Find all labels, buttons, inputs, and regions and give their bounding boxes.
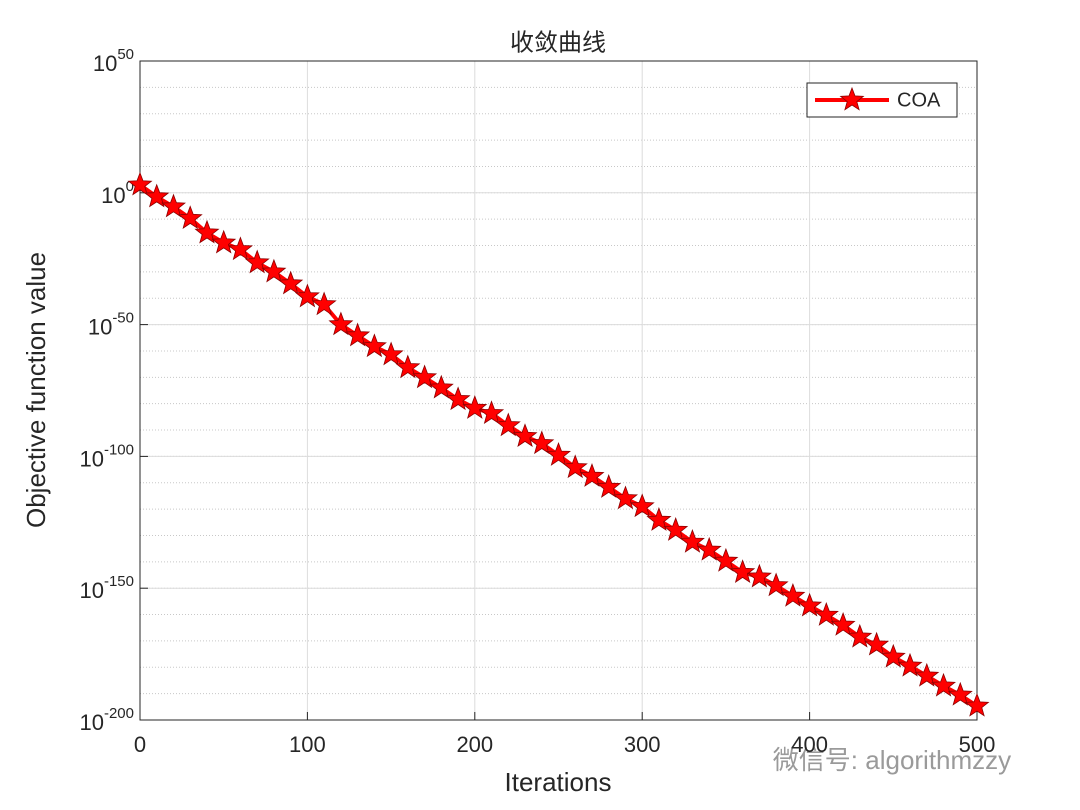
chart-title: 收敛曲线 (510, 29, 606, 56)
star-marker (495, 412, 521, 437)
x-tick-label: 400 (791, 732, 828, 757)
star-marker (144, 183, 170, 208)
star-marker (663, 517, 689, 541)
star-marker (177, 205, 203, 230)
star-marker (746, 563, 772, 588)
star-marker (512, 423, 538, 448)
watermark: 微信号: algorithmzzy (773, 745, 1011, 775)
plot-frame (139, 60, 978, 721)
y-tick-exponent: -200 (104, 705, 134, 722)
star-marker (679, 528, 705, 553)
y-tick-label: 10-200 (79, 705, 134, 735)
y-tick-label: 10-150 (79, 573, 134, 603)
star-marker (696, 536, 722, 561)
star-marker (713, 547, 739, 572)
y-tick-base: 10 (79, 446, 103, 471)
star-marker (261, 258, 287, 283)
star-marker (646, 507, 672, 531)
star-marker (730, 559, 756, 584)
star-marker (412, 364, 438, 389)
y-tick-base: 10 (79, 710, 103, 735)
y-tick-base: 10 (88, 314, 112, 339)
star-marker (345, 322, 371, 347)
star-marker (562, 454, 588, 479)
y-tick-exponent: 0 (126, 178, 134, 195)
star-marker (479, 400, 505, 425)
star-marker (964, 692, 990, 717)
y-tick-base: 10 (93, 51, 117, 76)
x-tick-label: 0 (134, 732, 146, 757)
star-marker (931, 672, 956, 697)
y-tick-label: 1050 (93, 46, 134, 76)
star-marker (797, 592, 823, 617)
star-marker (278, 270, 304, 295)
star-marker (596, 474, 622, 498)
star-marker (378, 341, 404, 366)
star-marker (529, 430, 555, 455)
y-tick-label: 10-100 (79, 441, 134, 471)
star-marker (462, 395, 488, 419)
star-marker (361, 333, 387, 358)
y-tick-exponent: -150 (104, 573, 134, 590)
star-marker (546, 441, 571, 466)
star-marker (244, 249, 270, 274)
star-marker (847, 623, 873, 648)
y-tick-label: 100 (101, 178, 134, 208)
y-axis-label: Objective function value (21, 252, 51, 528)
star-marker (127, 171, 153, 196)
star-marker (947, 681, 973, 706)
star-marker (780, 582, 806, 607)
star-marker (428, 374, 454, 399)
star-marker (629, 493, 655, 518)
star-marker (211, 229, 237, 254)
star-marker (813, 601, 839, 626)
star-marker (227, 236, 254, 261)
y-tick-base: 10 (101, 183, 125, 208)
star-marker (395, 354, 421, 379)
y-tick-exponent: -50 (112, 310, 134, 327)
star-marker (194, 219, 220, 244)
star-marker (897, 652, 923, 677)
star-marker (161, 193, 186, 218)
y-tick-base: 10 (79, 578, 103, 603)
x-tick-label: 200 (456, 732, 493, 757)
star-marker (328, 311, 354, 336)
star-marker (763, 572, 789, 597)
y-tick-exponent: -100 (104, 441, 134, 458)
x-tick-label: 300 (624, 732, 661, 757)
star-marker (612, 485, 638, 510)
legend-marker (839, 86, 865, 111)
star-marker (311, 291, 337, 316)
star-marker (914, 662, 940, 687)
star-marker (445, 386, 471, 411)
star-marker (880, 643, 906, 668)
star-marker (830, 611, 856, 636)
x-tick-label: 100 (289, 732, 326, 757)
y-tick-label: 10-50 (88, 310, 134, 340)
star-marker (579, 463, 605, 487)
x-tick-label: 500 (959, 732, 996, 757)
star-marker (294, 283, 320, 308)
legend-label: COA (897, 89, 941, 111)
star-marker (863, 631, 890, 656)
x-axis-label: Iterations (505, 767, 612, 797)
y-tick-exponent: 50 (117, 46, 134, 63)
